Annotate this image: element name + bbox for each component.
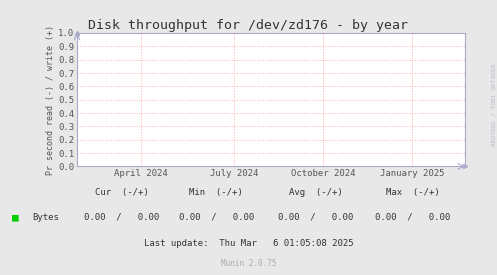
Text: Disk throughput for /dev/zd176 - by year: Disk throughput for /dev/zd176 - by year xyxy=(88,19,409,32)
Text: Min  (-/+): Min (-/+) xyxy=(189,188,243,197)
Text: Last update:  Thu Mar   6 01:05:08 2025: Last update: Thu Mar 6 01:05:08 2025 xyxy=(144,239,353,248)
Text: 0.00  /   0.00: 0.00 / 0.00 xyxy=(375,213,450,222)
Text: Munin 2.0.75: Munin 2.0.75 xyxy=(221,260,276,268)
Text: 0.00  /   0.00: 0.00 / 0.00 xyxy=(278,213,353,222)
Text: Cur  (-/+): Cur (-/+) xyxy=(95,188,149,197)
Text: RRDTOOL / TOBI OETIKER: RRDTOOL / TOBI OETIKER xyxy=(491,63,496,146)
Text: Bytes: Bytes xyxy=(32,213,59,222)
Text: 0.00  /   0.00: 0.00 / 0.00 xyxy=(84,213,160,222)
Text: ■: ■ xyxy=(12,212,19,222)
Text: Avg  (-/+): Avg (-/+) xyxy=(289,188,342,197)
Text: Max  (-/+): Max (-/+) xyxy=(386,188,439,197)
Y-axis label: Pr second read (-) / write (+): Pr second read (-) / write (+) xyxy=(46,25,55,175)
Text: 0.00  /   0.00: 0.00 / 0.00 xyxy=(178,213,254,222)
